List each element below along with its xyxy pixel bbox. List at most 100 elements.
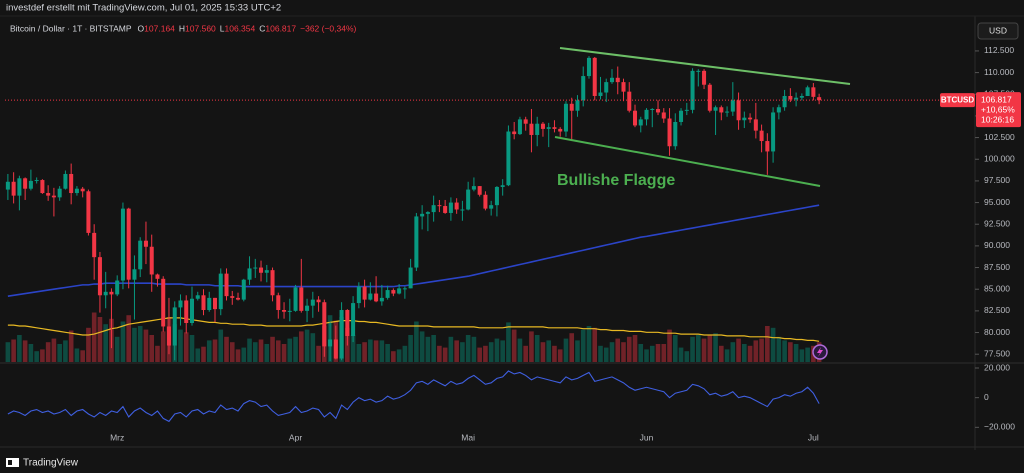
- candle-body: [420, 213, 425, 217]
- volume-bar: [45, 342, 51, 362]
- candle-body: [748, 117, 753, 120]
- volume-bar: [402, 345, 408, 362]
- volume-bar: [782, 340, 787, 362]
- volume-bar: [252, 342, 258, 362]
- candle-body: [397, 288, 402, 294]
- volume-bar: [17, 335, 22, 362]
- candle-body: [575, 100, 580, 111]
- currency[interactable]: USD: [989, 25, 1007, 35]
- candle-body: [236, 297, 241, 300]
- currency-box[interactable]: [977, 22, 1019, 40]
- volume-bar: [621, 342, 626, 362]
- volume-bar: [552, 345, 557, 362]
- ohlc-value: 107.560: [185, 23, 216, 33]
- volume-bar: [529, 331, 534, 362]
- candle-body: [558, 128, 563, 132]
- osc-y-tick-label: 20.000: [984, 362, 1010, 372]
- candle-body: [241, 279, 246, 300]
- candle-body: [799, 95, 804, 98]
- volume-bar: [454, 340, 459, 362]
- price-tag-change: +10,65%: [981, 104, 1015, 114]
- volume-bar: [448, 336, 454, 362]
- volume-bar: [511, 329, 517, 362]
- volume-bar: [707, 335, 713, 362]
- candle-body: [132, 269, 137, 280]
- candle-body: [794, 97, 799, 100]
- volume-bar: [160, 331, 166, 362]
- moving-average-line: [7, 204, 820, 297]
- candle-body: [63, 173, 68, 189]
- candle-body: [650, 108, 655, 110]
- volume-bar: [719, 345, 724, 362]
- y-tick-label: 85.000: [984, 283, 1010, 293]
- candle-body: [92, 232, 97, 258]
- volume-bar: [615, 338, 621, 362]
- candle-body: [512, 131, 517, 135]
- candle-body: [322, 302, 327, 347]
- event-bolt: [817, 347, 823, 357]
- candle-body: [310, 299, 315, 306]
- volume-bar: [120, 321, 126, 362]
- candle-body: [51, 195, 56, 198]
- y-tick-label: 80.000: [984, 327, 1010, 337]
- candle-body: [138, 240, 143, 270]
- volume-bar: [316, 345, 321, 362]
- candle-body: [28, 180, 33, 189]
- volume-bar: [408, 335, 413, 362]
- candle-body: [725, 111, 730, 113]
- volume-bar: [523, 345, 528, 362]
- volume-bar: [805, 347, 810, 362]
- candle-body: [259, 267, 264, 273]
- candle-body: [609, 77, 615, 83]
- candle-body: [408, 267, 413, 289]
- candle-body: [443, 206, 448, 213]
- volume-bar: [304, 329, 310, 362]
- volume-bar: [97, 317, 103, 362]
- candle-body: [166, 326, 171, 346]
- candle-body: [224, 273, 229, 297]
- volume-bar: [28, 344, 34, 362]
- volume-bar: [419, 331, 425, 362]
- volume-bar: [11, 339, 16, 362]
- volume-bar: [437, 345, 442, 362]
- candle-body: [661, 112, 666, 119]
- volume-bar: [494, 338, 500, 362]
- volume-bar: [684, 351, 690, 362]
- volume-bar: [638, 344, 644, 362]
- candle-body: [540, 123, 545, 129]
- ohlc-value: 107.164: [144, 23, 175, 33]
- volume-bar: [143, 329, 149, 362]
- volume-bar: [183, 332, 189, 362]
- volume-bar: [235, 349, 241, 362]
- candle-body: [569, 103, 574, 111]
- volume-bar: [63, 340, 68, 362]
- flag-lower-trendline: [554, 136, 821, 187]
- brand: TradingView: [23, 458, 79, 469]
- symbol-tag: [940, 93, 975, 108]
- price-tag: [976, 92, 1021, 128]
- volume-bar: [229, 342, 235, 362]
- candle-body: [707, 84, 712, 111]
- volume-bar: [22, 340, 28, 362]
- volume-bar: [34, 351, 39, 362]
- volume-bar: [742, 344, 747, 362]
- candle-body: [305, 305, 310, 311]
- candle-body: [328, 339, 333, 347]
- volume-bar: [356, 344, 362, 362]
- candle-body: [374, 293, 379, 302]
- candle-body: [667, 118, 672, 147]
- candle-body: [34, 180, 39, 182]
- candle-body: [270, 270, 275, 296]
- volume-bar: [414, 321, 419, 362]
- candle-body: [690, 70, 695, 110]
- volume-bar: [534, 335, 540, 362]
- candle-body: [632, 110, 638, 126]
- candle-body: [103, 291, 108, 296]
- candle-body: [563, 103, 568, 132]
- candle-body: [759, 130, 764, 142]
- candle-body: [402, 288, 407, 290]
- candle-body: [149, 246, 154, 275]
- y-tick-label: 100.000: [984, 153, 1015, 163]
